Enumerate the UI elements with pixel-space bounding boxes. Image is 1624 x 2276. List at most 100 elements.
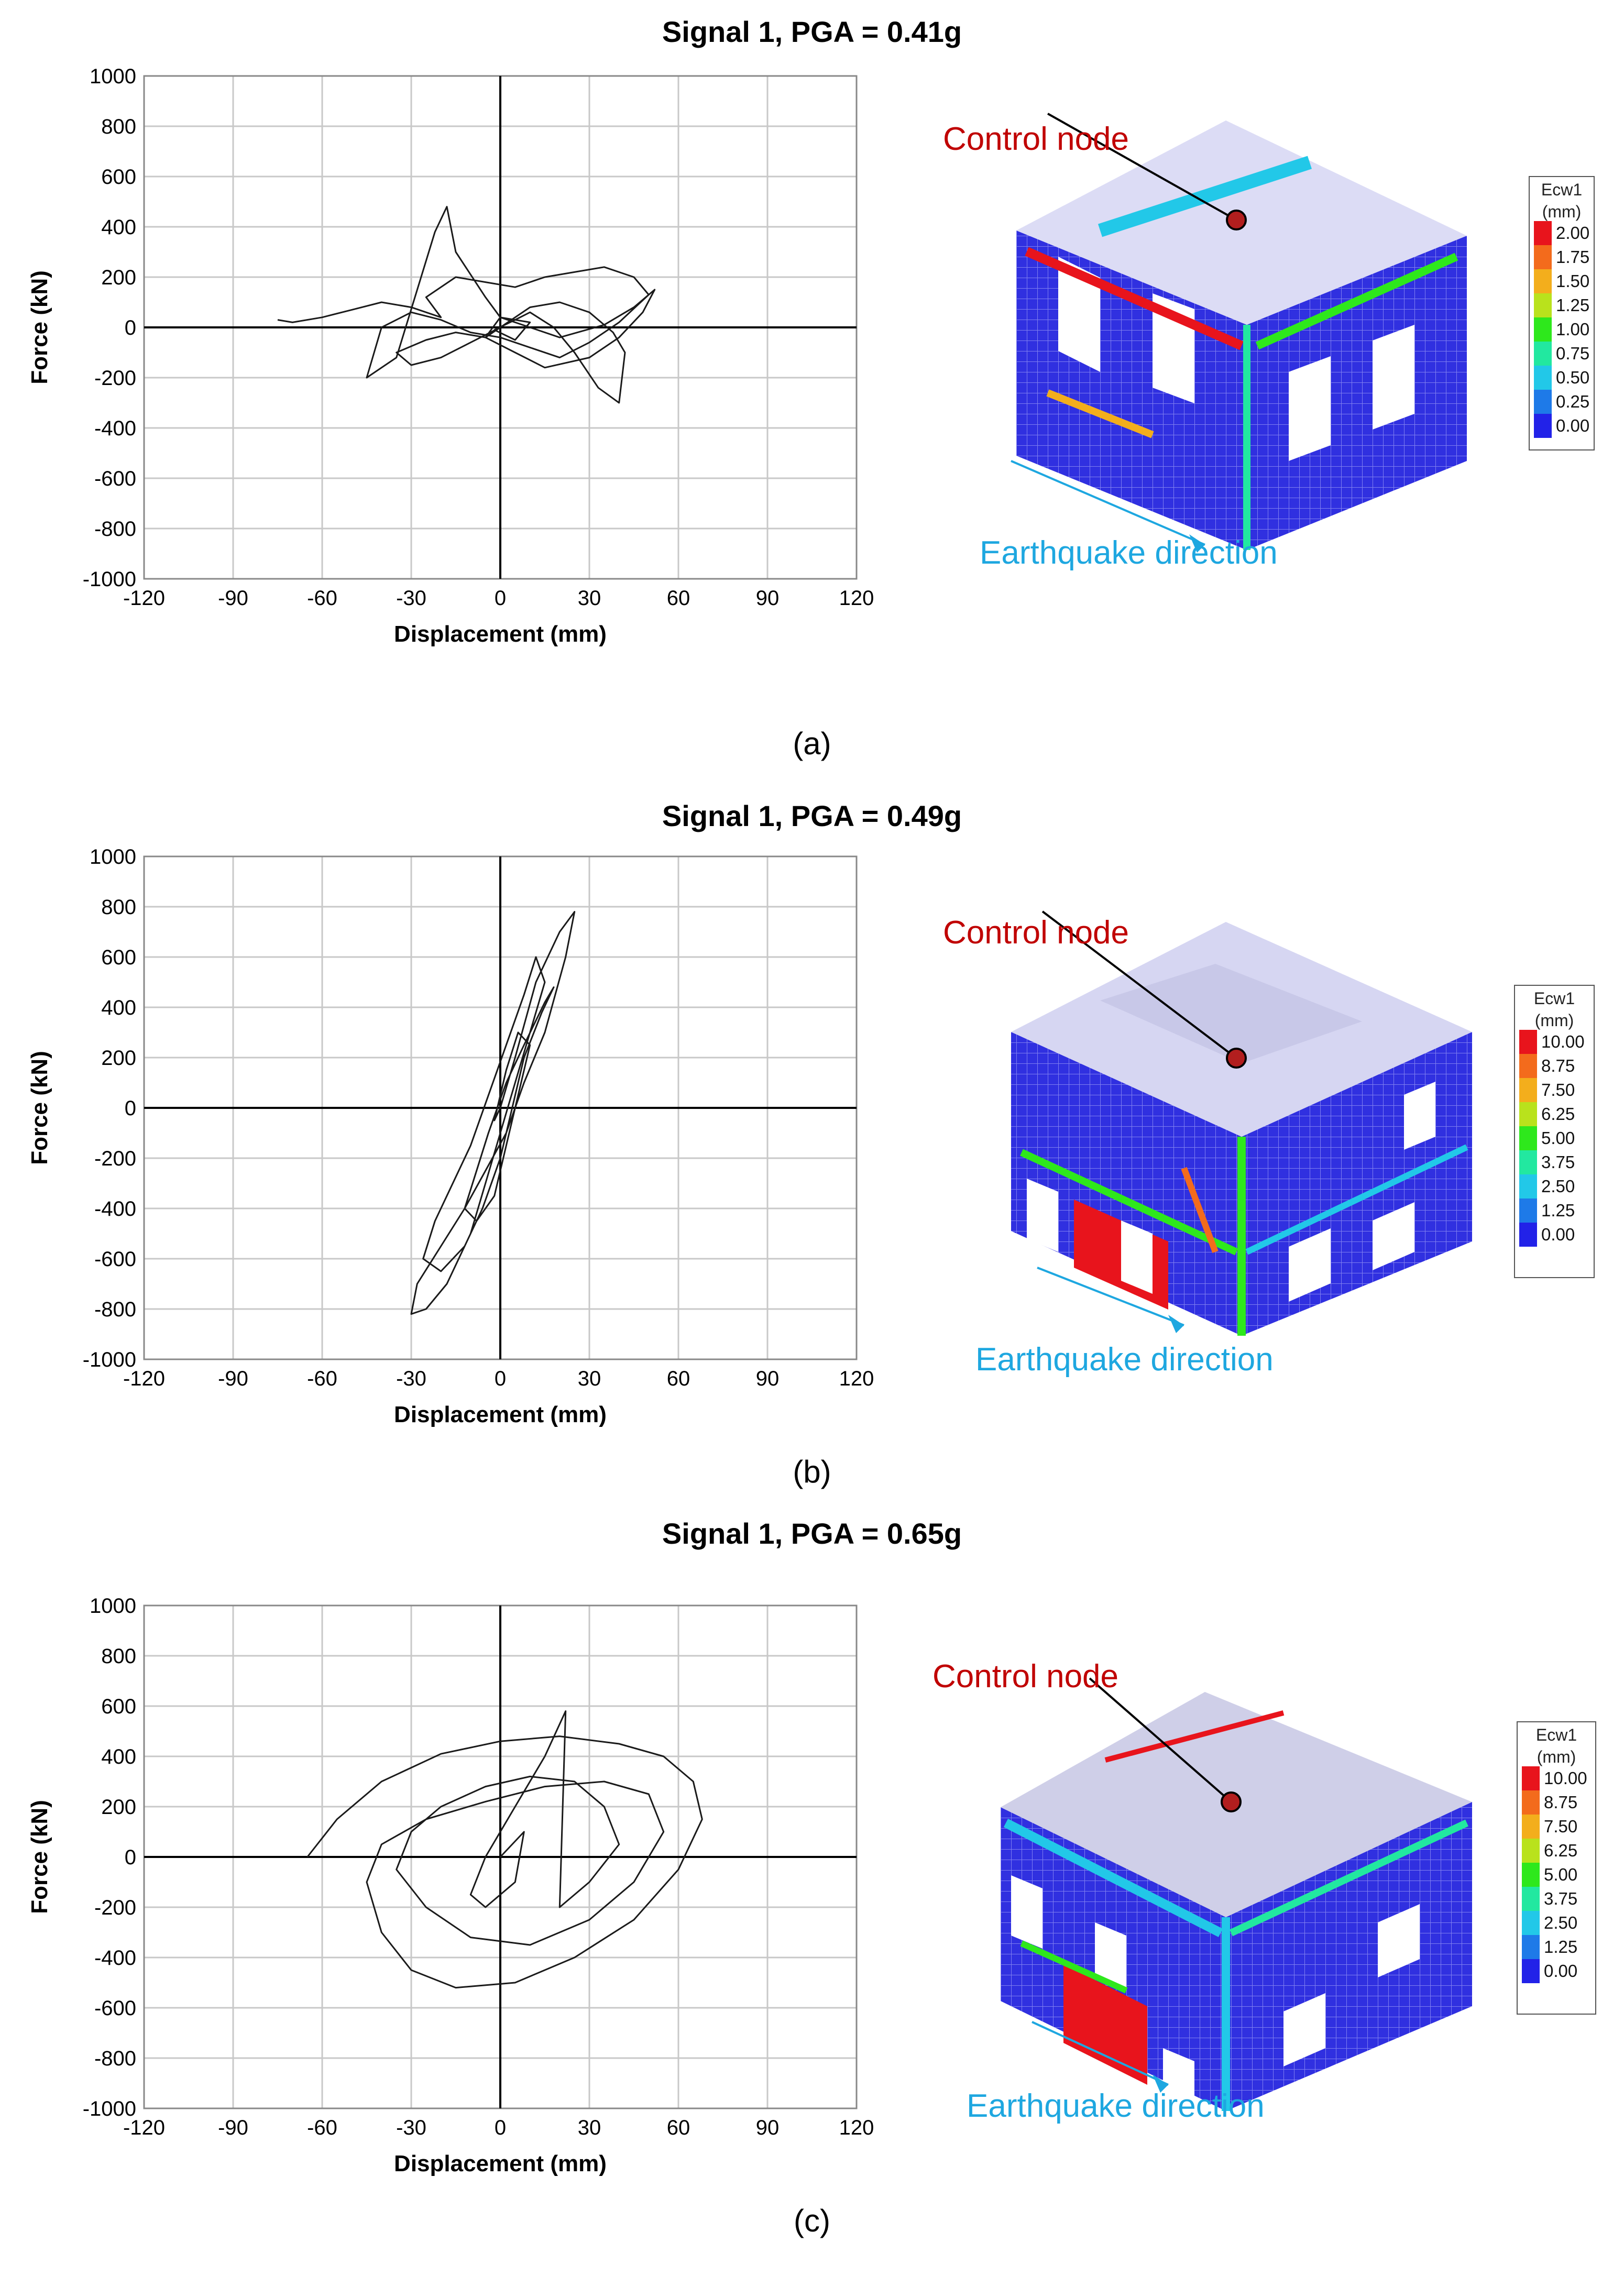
legend-value: 2.00	[1556, 223, 1590, 243]
legend-swatch	[1534, 293, 1552, 317]
legend-entry: 7.50	[1515, 1078, 1594, 1102]
y-tick-label: 200	[101, 266, 136, 289]
legend-entry: 1.25	[1515, 1199, 1594, 1223]
legend-value: 8.75	[1541, 1056, 1575, 1075]
legend-swatch	[1519, 1102, 1537, 1126]
legend-value: 1.25	[1544, 1937, 1578, 1956]
legend-swatch	[1522, 1863, 1540, 1887]
y-tick-label: -600	[94, 1997, 136, 2020]
legend-value: 8.75	[1544, 1793, 1578, 1812]
y-tick-label: 200	[101, 1047, 136, 1070]
y-tick-label: 1000	[90, 65, 136, 88]
legend-value: 1.00	[1556, 320, 1590, 339]
legend-swatch	[1522, 1911, 1540, 1935]
legend-title-c: Ecw1	[1535, 1725, 1577, 1744]
legend-unit-c: (mm)	[1537, 1747, 1576, 1766]
x-tick-label: -90	[218, 1367, 248, 1390]
y-tick-label: -400	[94, 1947, 136, 1970]
x-tick-label: 30	[578, 587, 601, 610]
legend-value: 1.50	[1556, 271, 1590, 291]
legend-title-b: Ecw1	[1533, 989, 1575, 1008]
legend-swatch	[1534, 414, 1552, 438]
x-tick-label: -120	[123, 1367, 165, 1390]
y-tick-label: 400	[101, 996, 136, 1019]
legend-value: 0.00	[1556, 416, 1590, 435]
legend-entry: 6.25	[1515, 1102, 1594, 1126]
legend-entry: 1.25	[1530, 293, 1594, 317]
hysteresis-curve	[410, 911, 576, 1315]
y-tick-label: 400	[101, 1745, 136, 1768]
x-tick-label: -60	[307, 2116, 337, 2139]
legend-value: 0.00	[1544, 1961, 1578, 1981]
color-legend-c: Ecw1 (mm) 10.00 8.75 7.50 6.25 5.00 3.75 2.50 1…	[1517, 1721, 1596, 2015]
y-axis-label: Force (kN)	[27, 270, 52, 384]
x-tick-label: 0	[495, 2116, 506, 2139]
color-legend-a: Ecw1 (mm) 2.00 1.75 1.50 1.25 1.00 0.75 0.50 0.…	[1529, 176, 1595, 450]
legend-value: 0.00	[1541, 1225, 1575, 1244]
hysteresis-curve	[306, 1710, 703, 1989]
legend-swatch	[1519, 1223, 1537, 1247]
legend-swatch	[1534, 390, 1552, 414]
y-tick-label: -800	[94, 518, 136, 541]
y-tick-label: -200	[94, 1147, 136, 1170]
x-axis-label: Displacement (mm)	[394, 2151, 607, 2176]
legend-entry: 5.00	[1515, 1126, 1594, 1150]
x-tick-label: -30	[396, 587, 426, 610]
legend-entry: 10.00	[1515, 1030, 1594, 1054]
y-tick-label: -600	[94, 1248, 136, 1271]
x-tick-label: 90	[756, 2116, 780, 2139]
y-tick-label: 1000	[90, 845, 136, 868]
caption-a: (a)	[793, 726, 831, 761]
control-node-label-b: Control node	[943, 915, 1129, 951]
legend-entry: 3.75	[1518, 1887, 1595, 1911]
y-axis-label: Force (kN)	[27, 1800, 52, 1914]
caption-c: (c)	[794, 2203, 830, 2238]
x-axis-label: Displacement (mm)	[394, 621, 607, 647]
earthquake-direction-label-b: Earthquake direction	[975, 1342, 1274, 1378]
x-tick-label: -60	[307, 1367, 337, 1390]
y-tick-label: 1000	[90, 1595, 136, 1618]
x-tick-label: -60	[307, 587, 337, 610]
x-tick-label: 90	[756, 1367, 780, 1390]
legend-entry: 0.25	[1530, 390, 1594, 414]
y-tick-label: -800	[94, 1298, 136, 1321]
legend-entry: 5.00	[1518, 1863, 1595, 1887]
color-legend-b: Ecw1 (mm) 10.00 8.75 7.50 6.25 5.00 3.75 2.50 1…	[1514, 985, 1595, 1278]
y-tick-label: 600	[101, 166, 136, 189]
x-tick-label: -30	[396, 1367, 426, 1390]
x-axis-label: Displacement (mm)	[394, 1402, 607, 1427]
x-tick-label: -90	[218, 2116, 248, 2139]
legend-swatch	[1519, 1054, 1537, 1078]
legend-entry: 2.50	[1515, 1174, 1594, 1199]
earthquake-direction-label-a: Earthquake direction	[980, 535, 1278, 571]
legend-entry: 3.75	[1515, 1150, 1594, 1174]
y-tick-label: 0	[125, 1097, 136, 1120]
legend-value: 3.75	[1541, 1152, 1575, 1172]
control-node-label-c: Control node	[932, 1658, 1119, 1695]
y-tick-label: -400	[94, 1197, 136, 1221]
y-tick-label: 0	[125, 1846, 136, 1869]
legend-entry: 0.75	[1530, 342, 1594, 366]
x-tick-label: -30	[396, 2116, 426, 2139]
y-tick-label: -600	[94, 467, 136, 490]
y-tick-label: -1000	[83, 1348, 136, 1371]
x-tick-label: 120	[839, 2116, 874, 2139]
legend-swatch	[1519, 1174, 1537, 1199]
x-tick-label: 120	[839, 587, 874, 610]
legend-entry: 6.25	[1518, 1839, 1595, 1863]
x-tick-label: -120	[123, 2116, 165, 2139]
x-tick-label: -90	[218, 587, 248, 610]
legend-title-a: Ecw1	[1541, 180, 1583, 199]
x-tick-label: 60	[667, 587, 690, 610]
building-model-c	[990, 1650, 1493, 2121]
control-node-label-a: Control node	[943, 121, 1129, 157]
chart-title-b: Signal 1, PGA = 0.49g	[662, 799, 962, 832]
legend-swatch	[1534, 221, 1552, 245]
y-tick-label: 600	[101, 946, 136, 969]
legend-value: 6.25	[1544, 1841, 1578, 1860]
legend-entry: 1.25	[1518, 1935, 1595, 1959]
legend-entry: 2.00	[1530, 221, 1594, 245]
legend-value: 0.25	[1556, 392, 1590, 411]
legend-entry: 2.50	[1518, 1911, 1595, 1935]
legend-value: 7.50	[1541, 1080, 1575, 1099]
